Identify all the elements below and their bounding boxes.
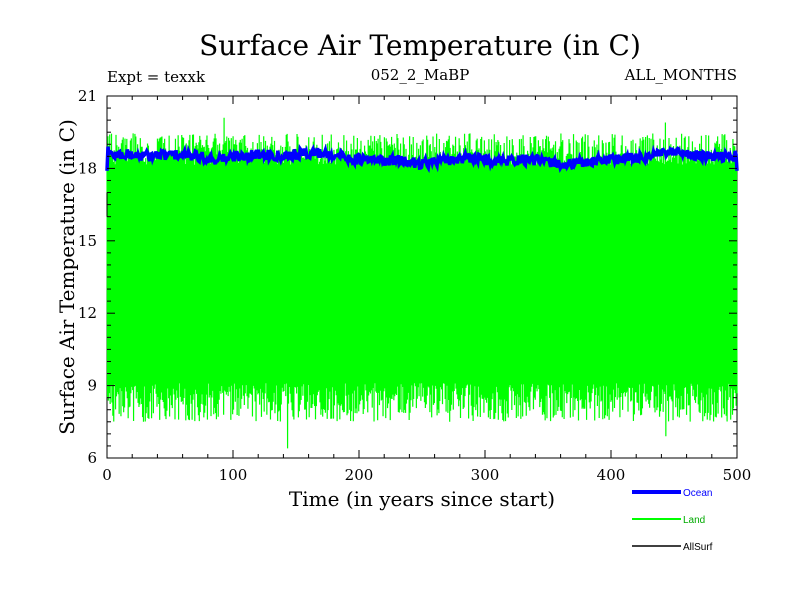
experiment-label: Expt = texxk (107, 68, 206, 86)
ocean-line (105, 143, 739, 174)
period-label: 052_2_MaBP (371, 66, 470, 84)
y-tick-label-9: 9 (87, 377, 97, 395)
legend-label-allsurf: AllSurf (683, 542, 713, 553)
axis-ticks (106, 95, 738, 459)
x-tick-label-100: 100 (219, 466, 248, 484)
x-tick-label-500: 500 (723, 466, 752, 484)
x-tick-label-300: 300 (471, 466, 500, 484)
chart-title: Surface Air Temperature (in C) (199, 29, 641, 62)
plot-area (105, 95, 739, 459)
legend-label-land: Land (683, 515, 705, 526)
legend-label-ocean: Ocean (683, 488, 712, 499)
y-axis-label: Surface Air Temperature (in C) (55, 119, 79, 435)
land-series (106, 117, 738, 449)
y-tick-label-18: 18 (78, 159, 97, 177)
y-tick-label-6: 6 (87, 449, 97, 467)
tick-labels: 0 100 200 300 400 500 6 9 12 15 18 21 (78, 87, 751, 484)
x-tick-label-0: 0 (102, 466, 112, 484)
y-tick-label-15: 15 (78, 232, 97, 250)
months-label: ALL_MONTHS (624, 66, 737, 84)
x-tick-label-200: 200 (345, 466, 374, 484)
y-tick-label-21: 21 (78, 87, 97, 105)
x-tick-label-400: 400 (597, 466, 626, 484)
y-tick-label-12: 12 (78, 304, 97, 322)
ocean-series (105, 143, 739, 174)
x-axis-label: Time (in years since start) (289, 487, 555, 511)
legend: Ocean Land AllSurf (632, 488, 713, 553)
land-line (106, 117, 738, 449)
